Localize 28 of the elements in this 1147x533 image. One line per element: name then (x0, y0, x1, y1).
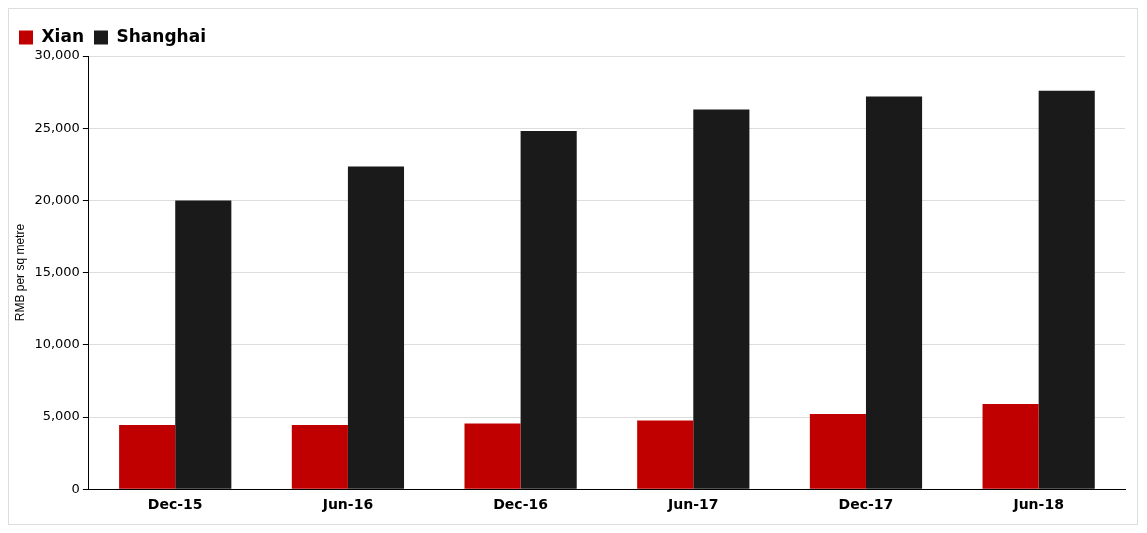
bar (464, 423, 521, 489)
y-tick-label: 20,000 (34, 191, 80, 207)
bar (1038, 90, 1095, 489)
x-tick-label: Jun-16 (321, 496, 374, 513)
y-tick-label: 30,000 (34, 47, 80, 63)
y-tick-label: 25,000 (34, 119, 80, 135)
x-tick-label: Dec-16 (493, 496, 548, 513)
y-tick-label: 10,000 (34, 336, 80, 352)
y-tick-label: 0 (71, 480, 80, 496)
bar (809, 414, 866, 489)
x-tick-label: Dec-17 (838, 496, 894, 513)
x-tick-label: Jun-17 (667, 496, 719, 513)
y-tick-label: 5,000 (42, 408, 80, 424)
bar (982, 404, 1039, 489)
bar (347, 166, 405, 489)
x-tick-label: Jun-18 (1012, 496, 1064, 513)
bar (175, 200, 232, 489)
y-axis-title: RMB per sq metre (12, 223, 27, 322)
x-tick-label: Dec-15 (147, 496, 203, 513)
y-tick-label: 15,000 (34, 263, 80, 279)
bar (520, 131, 577, 489)
legend-label: Shanghai (116, 25, 207, 46)
bar (291, 424, 348, 489)
bar (637, 420, 694, 489)
legend-label: Xian (41, 25, 85, 46)
bar (693, 109, 750, 489)
bar (865, 96, 923, 489)
bar (119, 424, 176, 489)
